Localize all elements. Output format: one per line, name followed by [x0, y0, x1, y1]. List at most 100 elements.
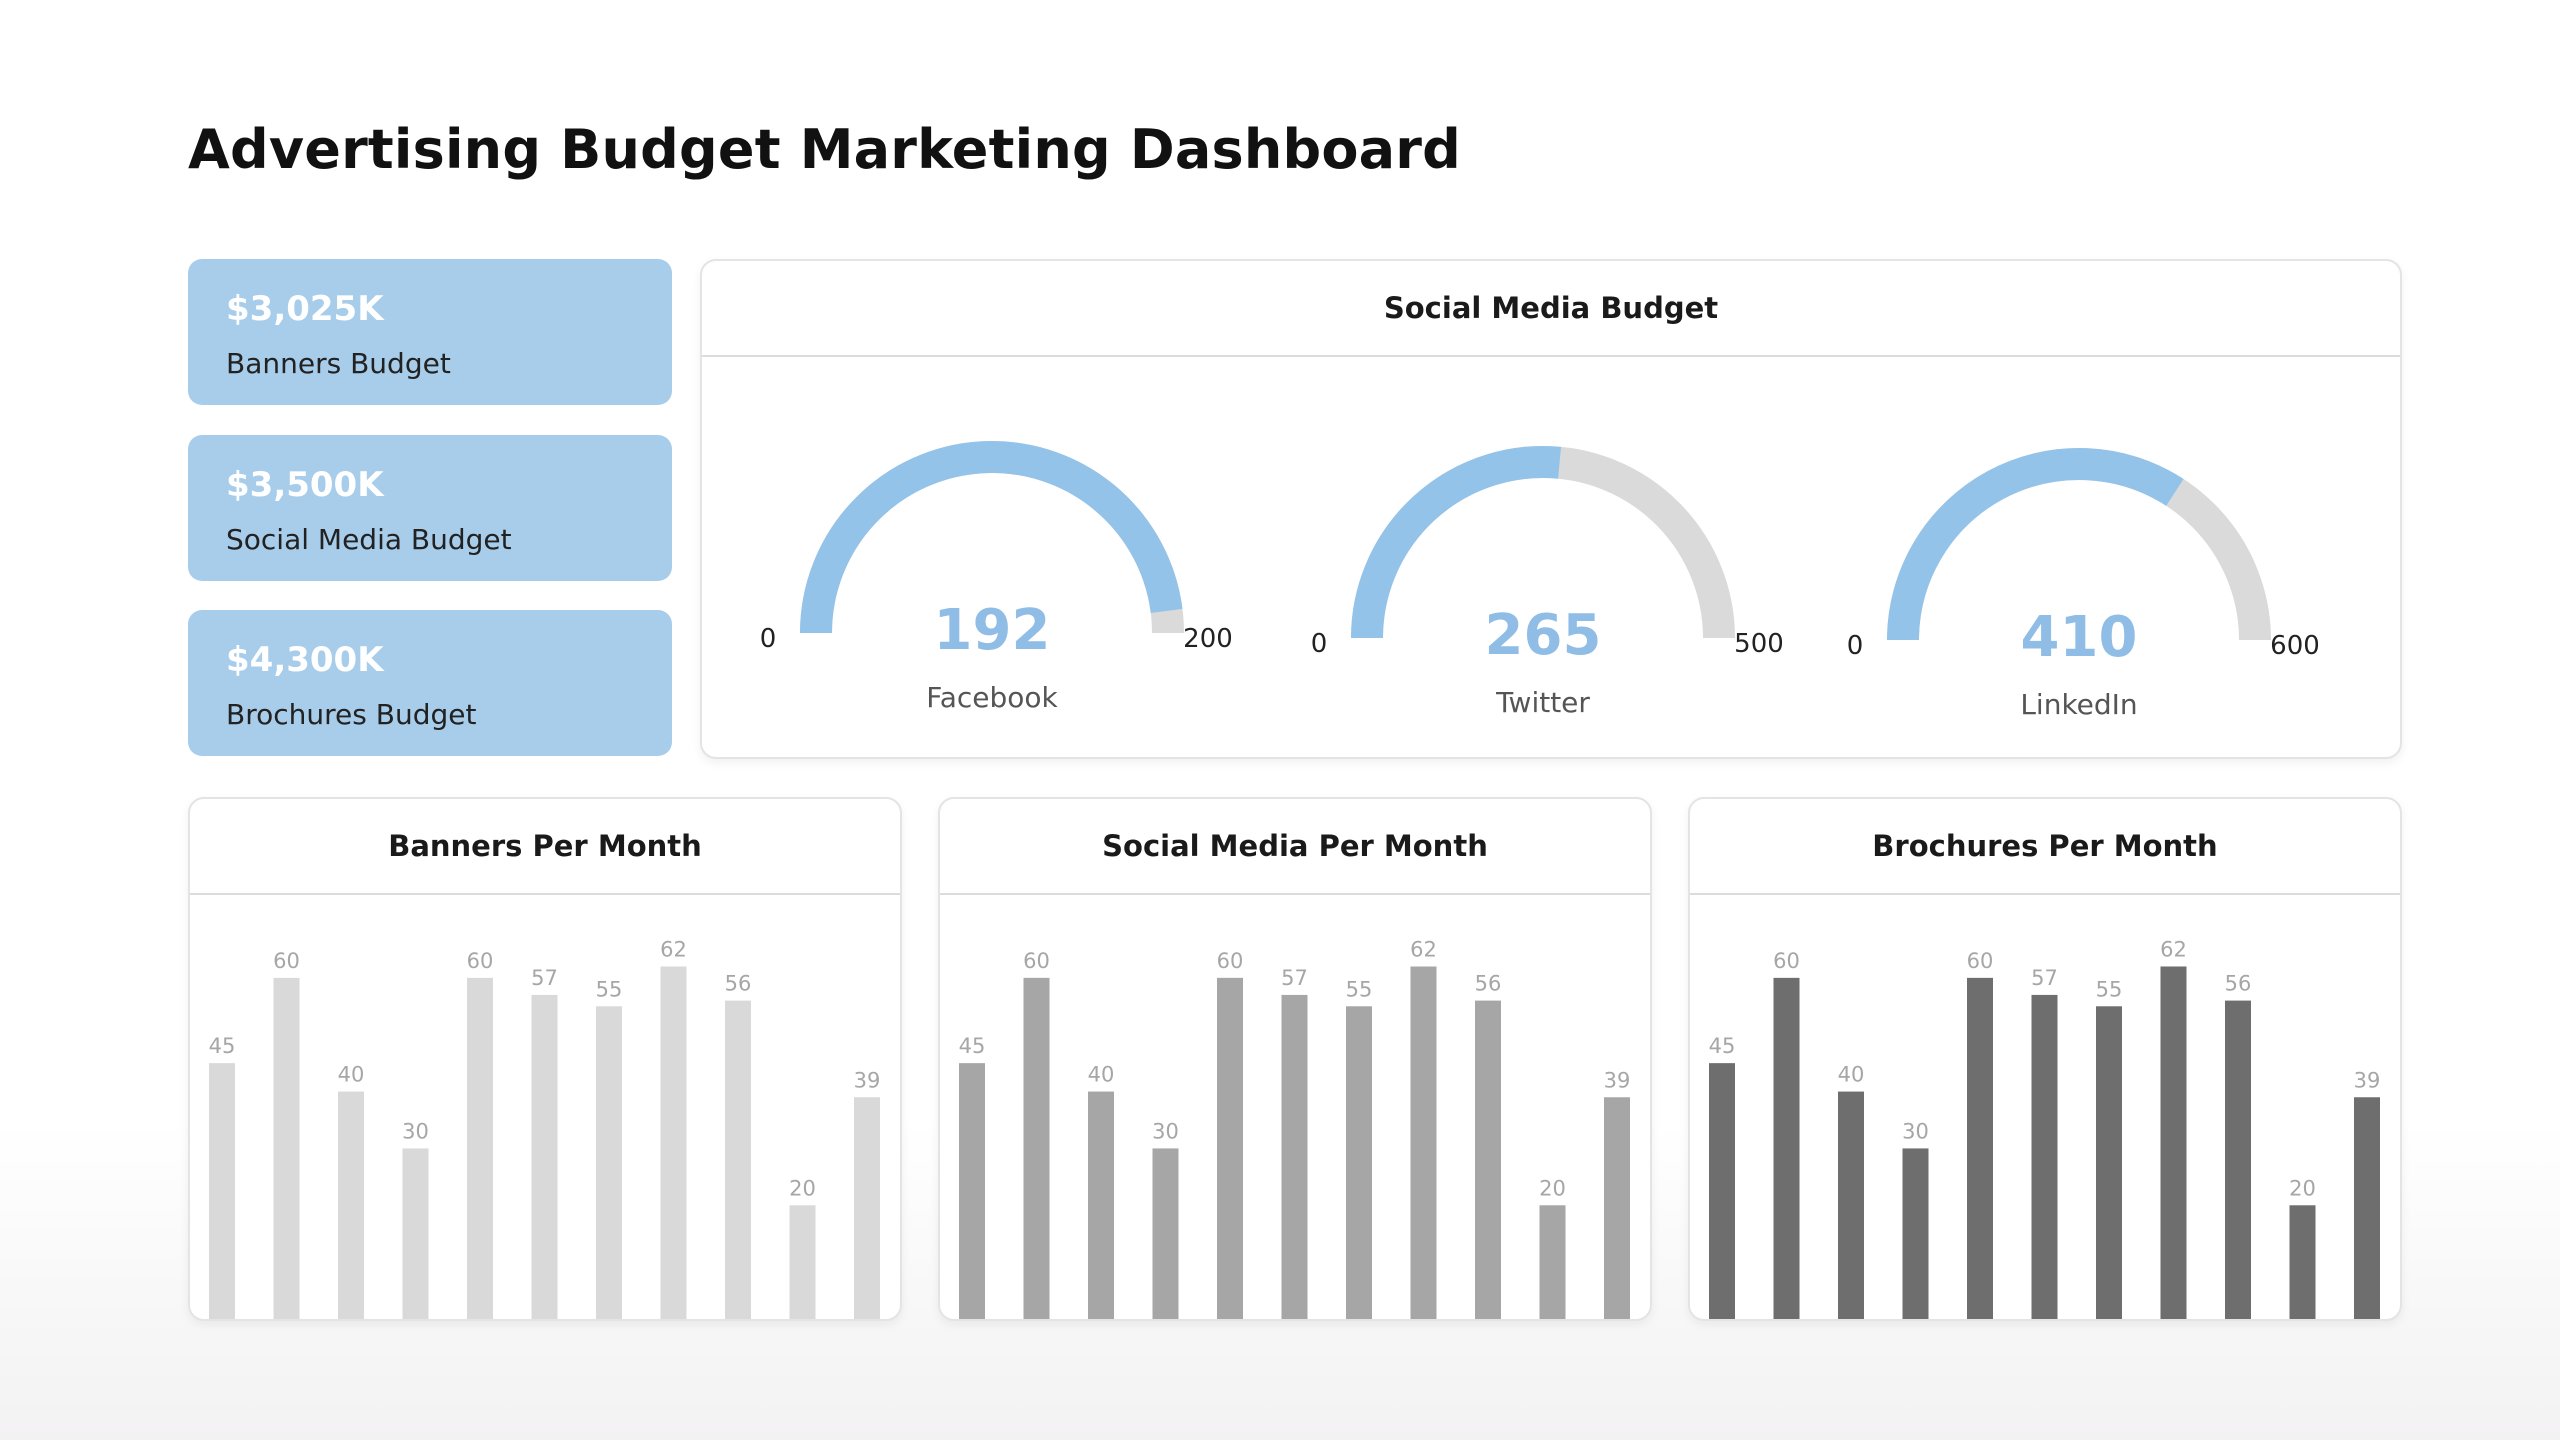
- bar: [2354, 1097, 2380, 1319]
- bar-value-label: 55: [1346, 977, 1373, 1001]
- bar-value-label: 45: [959, 1034, 986, 1058]
- gauge-twitter: 0 500 265 Twitter: [1311, 446, 1784, 719]
- social-media-budget-panel: Social Media Budget 0 200 192 Facebook 0 500 2…: [700, 259, 2402, 759]
- bar: [959, 1063, 985, 1319]
- bar-value-label: 45: [209, 1034, 236, 1058]
- gauge-min-label: 0: [1847, 631, 1864, 661]
- bar-value-label: 56: [2225, 972, 2252, 996]
- kpi-value: $4,300K: [226, 640, 384, 680]
- gauge-fill: [1887, 448, 2184, 641]
- bar: [2289, 1205, 2316, 1319]
- bar-value-label: 20: [1539, 1176, 1566, 1200]
- gauge-max-label: 600: [2270, 631, 2320, 661]
- bar-value-label: 62: [2160, 937, 2187, 961]
- bar: [1152, 1148, 1179, 1319]
- social-media-bar-chart: 45 60 40 30 60 57 55 62 56 20 39: [959, 937, 1631, 1319]
- banners-per-month-panel: Banners Per Month 45 60 40 30 60 57 55 62 56 20 39: [188, 797, 902, 1321]
- bar: [1902, 1148, 1929, 1319]
- gauge-fill: [800, 441, 1183, 634]
- bar-value-label: 30: [1152, 1119, 1179, 1143]
- bar-value-label: 57: [1281, 966, 1308, 990]
- bar-value-label: 30: [402, 1119, 429, 1143]
- gauge-fill: [1351, 446, 1562, 639]
- banners-bar-chart: 45 60 40 30 60 57 55 62 56 20 39: [209, 937, 880, 1319]
- panel-title: Social Media Per Month: [940, 799, 1650, 895]
- bar: [1967, 977, 1993, 1319]
- bar: [273, 977, 300, 1319]
- bar-value-label: 40: [1088, 1063, 1115, 1087]
- bar-value-label: 45: [1709, 1034, 1736, 1058]
- bar: [1475, 1000, 1501, 1319]
- bar: [1709, 1063, 1735, 1319]
- panel-title: Social Media Budget: [702, 261, 2400, 357]
- kpi-card-social-media: $3,500K Social Media Budget: [188, 435, 672, 581]
- page-title: Advertising Budget Marketing Dashboard: [188, 118, 1461, 181]
- gauge-max-label: 500: [1734, 629, 1784, 659]
- kpi-label: Social Media Budget: [226, 523, 512, 556]
- bar-value-label: 60: [273, 949, 300, 973]
- bar-value-label: 55: [596, 977, 623, 1001]
- bar: [531, 994, 558, 1319]
- gauge-min-label: 0: [760, 624, 777, 654]
- gauge-value: 265: [1485, 603, 1602, 668]
- bar-value-label: 62: [660, 937, 687, 961]
- bar-value-label: 40: [1838, 1063, 1865, 1087]
- bar: [1773, 977, 1800, 1319]
- bar-value-label: 62: [1410, 937, 1437, 961]
- bar: [1410, 966, 1437, 1319]
- gauges-chart: 0 200 192 Facebook 0 500 265 Twitter 0 600 410 Link…: [760, 441, 2320, 721]
- bar: [1217, 977, 1243, 1319]
- bar: [209, 1063, 235, 1319]
- bar-value-label: 57: [2031, 966, 2058, 990]
- bar-value-label: 60: [1773, 949, 1800, 973]
- kpi-value: $3,025K: [226, 289, 384, 329]
- bar: [1539, 1205, 1566, 1319]
- bar: [660, 966, 687, 1319]
- bar: [854, 1097, 880, 1319]
- bar-value-label: 30: [1902, 1119, 1929, 1143]
- bar-value-label: 60: [1967, 949, 1994, 973]
- bar: [1088, 1091, 1114, 1319]
- gauge-min-label: 0: [1311, 629, 1328, 659]
- bar: [2096, 1006, 2122, 1319]
- bar: [2160, 966, 2187, 1319]
- bar-value-label: 20: [2289, 1176, 2316, 1200]
- bar-value-label: 55: [2096, 977, 2123, 1001]
- brochures-bar-chart: 45 60 40 30 60 57 55 62 56 20 39: [1709, 937, 2381, 1319]
- bar-value-label: 57: [531, 966, 558, 990]
- bar: [2031, 994, 2058, 1319]
- bar-value-label: 40: [338, 1063, 365, 1087]
- gauge-name: LinkedIn: [2020, 688, 2137, 721]
- bar-value-label: 60: [1023, 949, 1050, 973]
- bar-value-label: 60: [1217, 949, 1244, 973]
- bar: [1023, 977, 1050, 1319]
- kpi-label: Brochures Budget: [226, 698, 477, 731]
- gauge-value: 192: [934, 598, 1051, 663]
- bar-value-label: 56: [1475, 972, 1502, 996]
- panel-title: Brochures Per Month: [1690, 799, 2400, 895]
- gauge-value: 410: [2021, 605, 2138, 670]
- bar-value-label: 60: [467, 949, 494, 973]
- bar-value-label: 20: [789, 1176, 816, 1200]
- bar-value-label: 56: [725, 972, 752, 996]
- bar: [1838, 1091, 1864, 1319]
- kpi-card-banners: $3,025K Banners Budget: [188, 259, 672, 405]
- bar: [402, 1148, 429, 1319]
- gauge-max-label: 200: [1183, 624, 1233, 654]
- panel-title: Banners Per Month: [190, 799, 900, 895]
- kpi-label: Banners Budget: [226, 347, 451, 380]
- bar: [467, 977, 493, 1319]
- bar-value-label: 39: [2354, 1068, 2381, 1092]
- bar-value-label: 39: [1604, 1068, 1631, 1092]
- kpi-card-brochures: $4,300K Brochures Budget: [188, 610, 672, 756]
- gauge-facebook: 0 200 192 Facebook: [760, 441, 1233, 714]
- social-media-per-month-panel: Social Media Per Month 45 60 40 30 60 57 55 62 5…: [938, 797, 1652, 1321]
- kpi-value: $3,500K: [226, 465, 384, 505]
- bar: [725, 1000, 751, 1319]
- bar: [2225, 1000, 2251, 1319]
- gauge-linkedin: 0 600 410 LinkedIn: [1847, 448, 2320, 721]
- bar: [1281, 994, 1308, 1319]
- bar: [789, 1205, 816, 1319]
- bar: [596, 1006, 622, 1319]
- gauge-name: Facebook: [926, 681, 1058, 714]
